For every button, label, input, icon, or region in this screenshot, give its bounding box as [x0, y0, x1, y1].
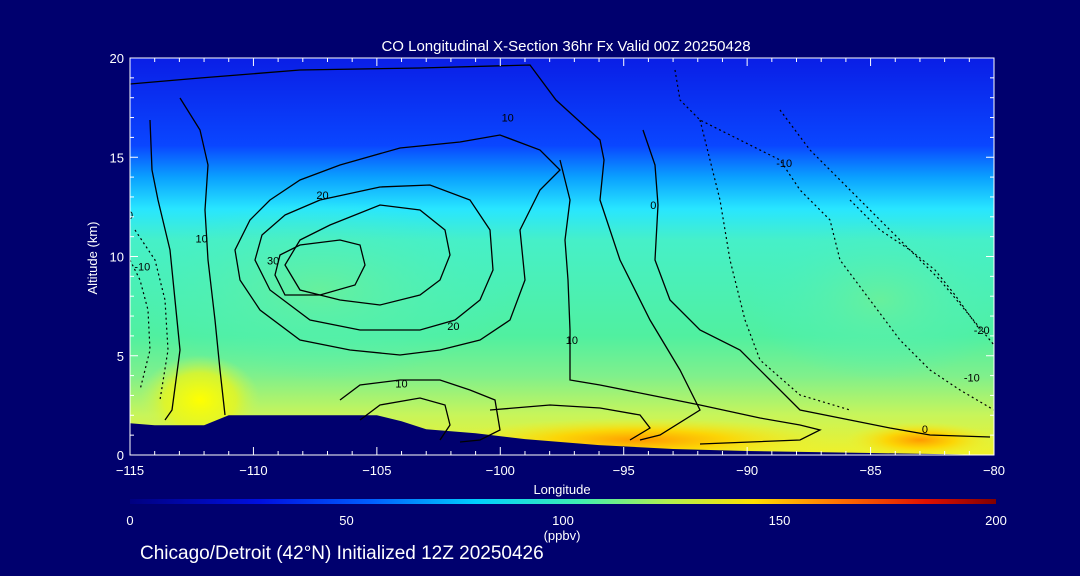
co-anomaly-contours: [130, 64, 991, 445]
x-tick-label: −80: [983, 463, 1005, 478]
x-axis-label: Longitude: [533, 482, 590, 497]
y-tick-label: 0: [117, 448, 124, 463]
y-tick-label: 5: [117, 349, 124, 364]
co-field-upper-patch: [750, 220, 994, 380]
x-tick-label: −115: [116, 463, 144, 478]
contour-label: 0: [650, 200, 656, 212]
x-axis: −115 −110 −105 −100 −95 −90 −85 −80: [116, 58, 1005, 478]
colorbar-tick-label: 0: [126, 513, 133, 528]
contour-label: -10: [134, 261, 150, 273]
colorbar-tick-label: 50: [339, 513, 353, 528]
colorbar-tick-label: 100: [552, 513, 574, 528]
contour-solid-outer: [130, 64, 701, 441]
co-field-upper-patch: [130, 200, 510, 380]
contour-label: 30: [267, 255, 279, 267]
contour-dotted: [699, 119, 851, 411]
y-tick-label: 10: [110, 250, 124, 265]
contour-10-lower: [339, 379, 501, 443]
y-axis-label: Altitude (km): [85, 222, 100, 295]
contour-label: 10: [395, 379, 407, 391]
y-tick-label: 15: [110, 150, 124, 165]
contour-label: -20: [974, 325, 990, 337]
contour-label: -10: [776, 158, 792, 170]
contour-dotted: [779, 109, 994, 346]
contour-30: [284, 204, 451, 306]
contour-10-shallow: [489, 404, 651, 441]
contour-label: 10: [195, 234, 207, 246]
contour-dotted: [674, 69, 994, 411]
contour-solid: [149, 119, 181, 421]
y-axis: 0 5 10 15 20: [110, 51, 994, 463]
contour-20: [234, 134, 561, 356]
x-tick-label: −85: [860, 463, 882, 478]
x-tick-label: −110: [239, 463, 267, 478]
x-tick-label: −95: [613, 463, 635, 478]
colorbar: [130, 499, 996, 504]
contour-label: -10: [964, 373, 980, 385]
plot-area: 10 -10 0 20 10 0 -10 30 20 10 10 -20 -10 0: [127, 58, 994, 455]
contour-label: 20: [316, 190, 328, 202]
contour-dotted: [849, 199, 981, 331]
y-tick-label: 20: [110, 51, 124, 66]
contour-25: [254, 184, 494, 331]
x-tick-label: −90: [736, 463, 758, 478]
contour-label: 0: [922, 424, 928, 436]
x-tick-label: −105: [362, 463, 391, 478]
contour-label: 0: [127, 210, 133, 222]
contour-label: 10: [566, 335, 578, 347]
colorbar-unit: (ppbv): [544, 528, 581, 543]
contour-5-lower: [359, 397, 451, 441]
x-tick-label: −100: [486, 463, 515, 478]
contour-35: [274, 239, 366, 296]
contour-labels: 10 -10 0 20 10 0 -10 30 20 10 10 -20 -10 0: [127, 113, 990, 437]
colorbar-tick-label: 150: [769, 513, 791, 528]
colorbar-ticks: 0 50 100 150 200: [126, 513, 1006, 528]
chart-title: CO Longitudinal X-Section 36hr Fx Valid …: [381, 38, 750, 55]
co-negative-contours: [130, 69, 994, 411]
contour-solid-10: [559, 159, 822, 445]
co-field-hotspot-east: [845, 422, 994, 455]
contour-label: 20: [447, 321, 459, 333]
footer-caption: Chicago/Detroit (42°N) Initialized 12Z 2…: [140, 543, 544, 564]
terrain-mask: [130, 415, 994, 455]
contour-solid-zero: [642, 129, 991, 438]
colorbar-tick-label: 200: [985, 513, 1007, 528]
contour-label: 10: [502, 113, 514, 125]
contour-solid: [179, 97, 226, 416]
